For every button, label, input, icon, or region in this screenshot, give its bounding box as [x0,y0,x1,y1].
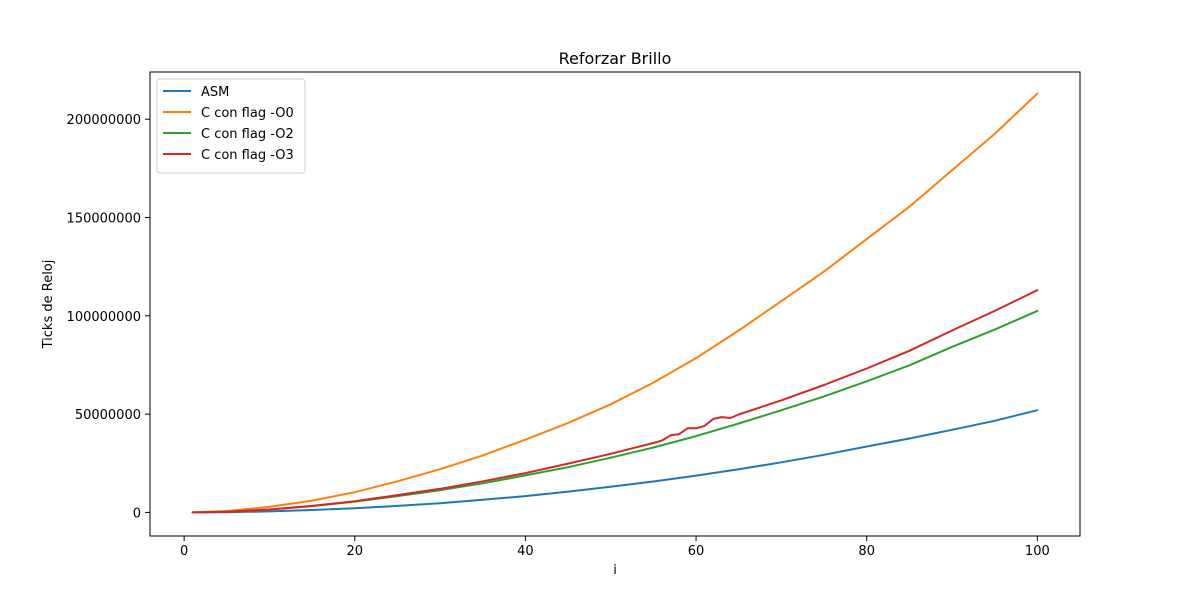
x-tick-label: 100 [1025,544,1050,559]
series-line-2 [191,309,1039,514]
x-tick-label: 80 [858,544,875,559]
legend: ASM C con flag -O0 C con flag -O2 C con fla… [156,78,306,174]
legend-label-2: C con flag -O2 [201,127,294,142]
x-tick-label: 60 [688,544,705,559]
y-tick-label: 0 [133,506,141,521]
legend-label-1: C con flag -O0 [201,106,294,121]
plot-frame [149,71,1081,537]
y-axis-label: Ticks de Reloj [41,260,56,350]
legend-box [156,78,306,174]
x-axis: 0 20 40 60 80 100 [180,536,1050,559]
y-tick-label: 100000000 [67,310,141,325]
legend-label-3: C con flag -O3 [201,148,294,163]
y-tick-label: 50000000 [75,408,141,423]
series-layer [191,92,1039,514]
x-tick-label: 0 [180,544,188,559]
x-tick-label: 40 [517,544,534,559]
y-axis: 0 50000000 100000000 150000000 200000000 [67,113,150,521]
series-line-1 [191,92,1039,514]
chart-title: Reforzar Brillo [559,49,672,68]
x-tick-label: 20 [346,544,363,559]
y-tick-label: 150000000 [67,211,141,226]
legend-label-0: ASM [201,85,229,100]
x-axis-label: i [613,563,617,578]
series-line-0 [191,409,1039,514]
y-tick-label: 200000000 [67,113,141,128]
series-line-3 [191,289,1039,514]
